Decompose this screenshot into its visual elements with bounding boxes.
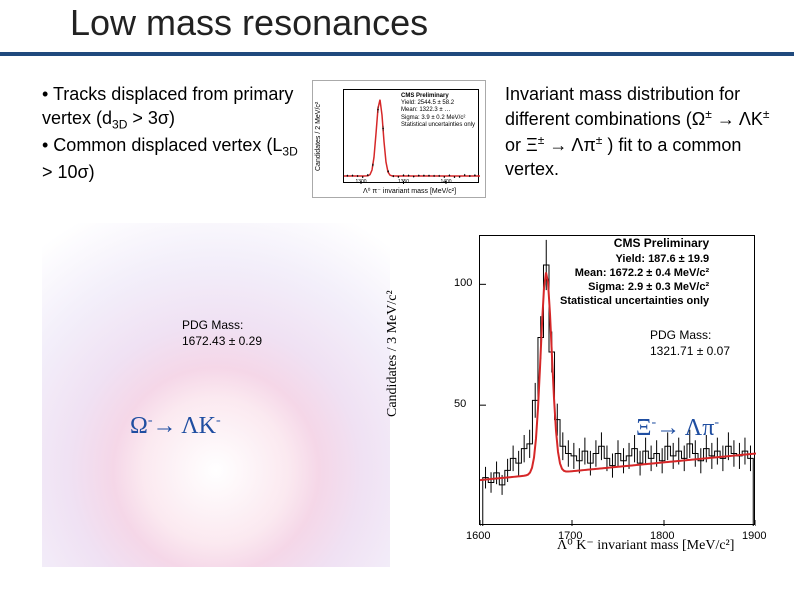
cms-label: CMS Preliminary [401, 93, 475, 100]
stat-line: Yield: 2544.5 ± 58.2 [401, 100, 475, 107]
text: or Ξ [505, 135, 538, 155]
pdg-value: 1321.71 ± 0.07 [650, 344, 730, 358]
superscript: - [714, 415, 719, 430]
decay-left: Ω-→ ΛK- [130, 413, 221, 440]
text: → Λπ [544, 135, 595, 155]
particle: Ω [130, 413, 148, 439]
subscript: 3D [282, 145, 297, 159]
superscript: ± [763, 107, 770, 121]
inset-stats: CMS Preliminary Yield: 2544.5 ± 58.2 Mea… [401, 93, 475, 129]
pdg-mass-right: PDG Mass: 1321.71 ± 0.07 [650, 328, 730, 359]
svg-text:1400: 1400 [440, 179, 451, 184]
stat-line: Statistical uncertainties only [560, 294, 709, 308]
stat-line: Sigma: 3.9 ± 0.2 MeV/c² [401, 115, 475, 122]
text: > 10σ) [42, 162, 95, 182]
text: → ΛK [712, 109, 763, 129]
inset-y-label: Candidates / 2 MeV/c² [315, 102, 322, 171]
inset-chart: 1300 1350 1400 Candidates / 2 MeV/c² Λ⁰ π⁻… [312, 80, 486, 198]
subscript: 3D [112, 118, 127, 132]
stat-line: Sigma: 2.9 ± 0.3 MeV/c² [560, 280, 709, 294]
svg-text:1350: 1350 [398, 179, 409, 184]
superscript: - [216, 413, 221, 428]
pdg-mass-left: PDG Mass: 1672.43 ± 0.29 [182, 318, 262, 349]
stat-line: Mean: 1322.3 ± … [401, 107, 475, 114]
cms-label: CMS Preliminary [560, 236, 709, 252]
text: • Common displaced vertex (L [42, 135, 282, 155]
arrow: → [153, 413, 182, 439]
right-y-label: Candidates / 3 MeV/c² [385, 290, 401, 417]
inset-x-label: Λ⁰ π⁻ invariant mass [MeV/c²] [363, 187, 456, 195]
arrow: → [656, 415, 685, 441]
text: > 3σ) [127, 108, 175, 128]
particle: Λπ [685, 415, 715, 441]
stat-line: Yield: 187.6 ± 19.9 [560, 252, 709, 266]
stat-line: Statistical uncertainties only [401, 122, 475, 129]
page-title: Low mass resonances [70, 2, 428, 44]
particle: ΛK [181, 413, 216, 439]
description-right: Invariant mass distribution for differen… [505, 82, 775, 181]
svg-text:1300: 1300 [355, 179, 366, 184]
decay-right: Ξ-→ Λπ- [636, 415, 719, 442]
right-chart-stats: CMS Preliminary Yield: 187.6 ± 19.9 Mean… [560, 236, 709, 309]
stat-line: Mean: 1672.2 ± 0.4 MeV/c² [560, 266, 709, 280]
pdg-value: 1672.43 ± 0.29 [182, 334, 262, 348]
description-left: • Tracks displaced from primary vertex (… [42, 82, 302, 184]
pdg-label: PDG Mass: [182, 318, 243, 332]
particle: Ξ [636, 415, 651, 441]
right-x-label: Λ⁰ K⁻ invariant mass [MeV/c²] [557, 537, 734, 554]
pdg-label: PDG Mass: [650, 328, 711, 342]
panel-left [42, 223, 390, 567]
superscript: ± [705, 107, 712, 121]
